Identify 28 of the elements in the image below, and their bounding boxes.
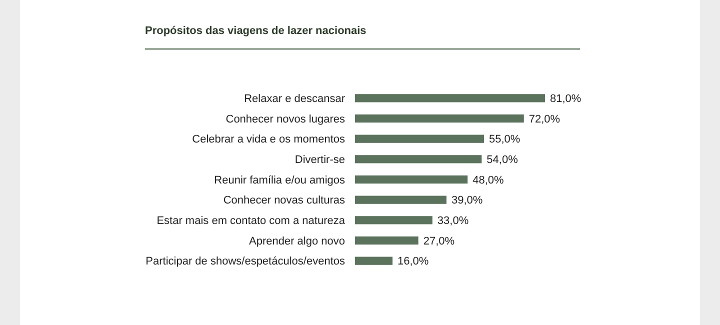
data-label: 55,0% — [489, 134, 520, 146]
data-label: 39,0% — [451, 194, 483, 207]
data-label: 54,0% — [486, 154, 518, 166]
y-tick-label: Relaxar e descansar — [244, 93, 346, 106]
bar — [355, 155, 482, 164]
y-tick-label: Reunir família e/ou amigos — [214, 174, 346, 186]
y-tick-label: Conhecer novas culturas — [223, 194, 346, 207]
text: Propósitos das viagens de lazer nacionais — [145, 25, 366, 37]
data-label: 81,0% — [550, 93, 582, 106]
y-tick-label: Conhecer novos lugares — [226, 113, 346, 126]
bar — [355, 216, 432, 224]
bar — [355, 175, 468, 184]
y-tick-label: Celebrar a vida e os momentos — [192, 134, 346, 146]
y-tick-label: Participar de shows/espetáculos/eventos — [146, 256, 346, 268]
bar — [355, 236, 418, 245]
bar — [355, 114, 524, 123]
data-label: 48,0% — [472, 174, 504, 186]
data-label: 33,0% — [437, 215, 469, 228]
data-label: 27,0% — [423, 235, 455, 248]
bar — [355, 196, 446, 204]
y-tick-label: Estar mais em contato com a natureza — [156, 215, 346, 228]
y-tick-label: Divertir-se — [294, 154, 345, 166]
y-tick-label: Aprender algo novo — [248, 235, 345, 248]
bar — [355, 134, 484, 143]
bar — [355, 256, 393, 265]
data-label: 72,0% — [528, 113, 560, 126]
bar — [355, 94, 545, 102]
data-label: 16,0% — [398, 256, 429, 268]
